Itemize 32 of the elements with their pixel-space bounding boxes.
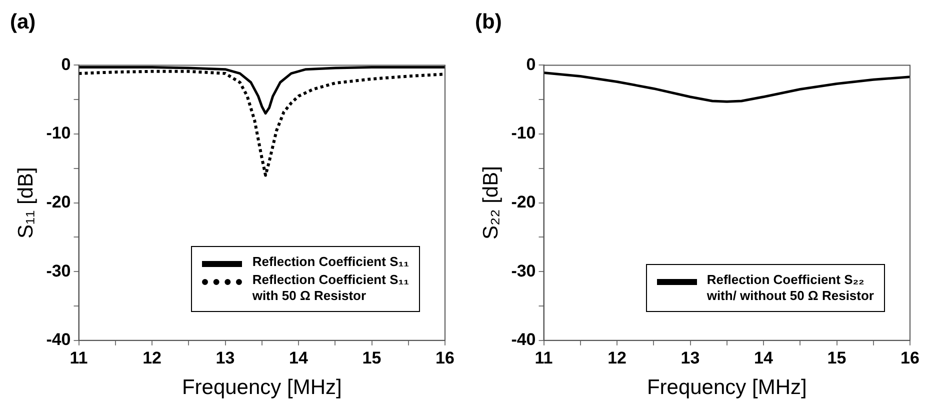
chart-title: (a) — [10, 10, 36, 34]
y-tick-label: -30 — [511, 261, 536, 280]
y-tick-label: -10 — [511, 124, 536, 143]
chart-title: (b) — [475, 10, 502, 34]
x-tick-label: 11 — [70, 348, 88, 368]
x-axis-title: Frequency [MHz] — [646, 376, 807, 400]
y-tick-label: 0 — [61, 54, 71, 74]
x-tick-label: 16 — [900, 348, 920, 368]
x-tick-label: 14 — [754, 348, 774, 368]
x-tick-label: 12 — [142, 348, 162, 368]
x-tick-label: 12 — [608, 348, 626, 368]
y-tick-label: 0 — [526, 54, 536, 74]
x-tick-label: 13 — [216, 348, 235, 368]
y-tick-label: -20 — [511, 192, 536, 212]
y-tick-label: -30 — [46, 261, 71, 280]
y-tick-label: -20 — [46, 192, 71, 212]
line-series — [78, 70, 445, 177]
y-tick-label: -40 — [46, 330, 71, 350]
x-tick-label: 15 — [362, 348, 382, 368]
y-tick-label: -40 — [511, 330, 536, 350]
y-axis-title: S₂₂ [dB] — [479, 166, 502, 240]
x-tick-label: 14 — [289, 348, 308, 368]
x-tick-label: 11 — [534, 348, 553, 368]
x-tick-label: 15 — [827, 348, 846, 368]
x-tick-label: 16 — [436, 348, 454, 368]
legend-label: Reflection Coefficient S₂₂ with/ without 50 Ω Resistor — [706, 272, 874, 304]
y-tick-label: -10 — [46, 124, 71, 143]
legend-label: Reflection Coefficient S₁₁ with 50 Ω Resistor — [252, 272, 409, 304]
x-axis-title: Frequency [MHz] — [182, 376, 342, 400]
y-axis-title: S₁₁ [dB] — [14, 167, 38, 238]
legend-label: Reflection Coefficient S₁₁ — [252, 254, 409, 270]
x-tick-label: 13 — [680, 348, 700, 368]
